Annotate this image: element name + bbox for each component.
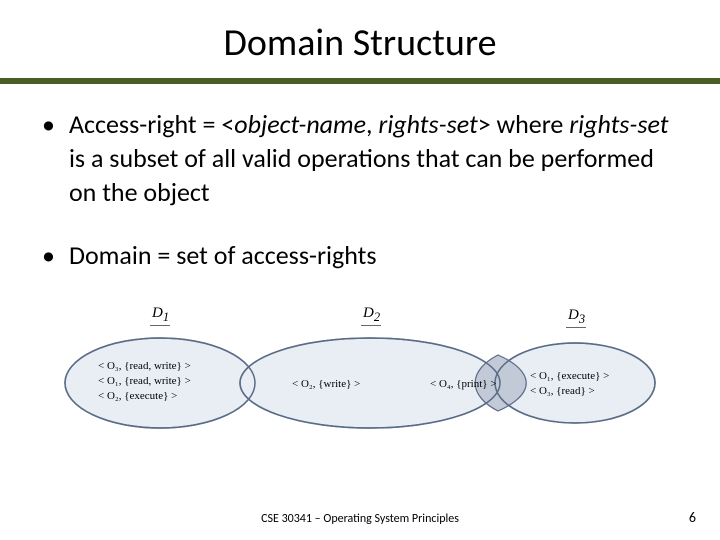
slide-title: Domain Structure [0, 0, 720, 78]
d1-tick [150, 325, 170, 326]
title-divider [0, 78, 720, 84]
d3-content: < O₁, {execute} > < O₃, {read} > [530, 369, 609, 399]
b1-after: > where [478, 108, 570, 140]
bullet-1: • Access-right = <object-name, rights-se… [40, 108, 680, 209]
b1-rights-set-2: rights-set [569, 108, 668, 140]
d2-content: < O₂, {write} > [292, 377, 360, 392]
content-area: • Access-right = <object-name, rights-se… [0, 108, 720, 443]
d3-label: D3 [568, 307, 585, 327]
d1-label: D1 [152, 305, 169, 325]
bullet-dot: • [42, 108, 55, 142]
bullet-dot: • [42, 239, 55, 273]
b1-tail: is a subset of all valid operations that… [69, 142, 654, 208]
b1-prefix: Access-right = < [69, 108, 234, 140]
b1-mid: , [366, 108, 378, 140]
footer-text: CSE 30341 – Operating System Principles [0, 512, 720, 526]
d1-content: < O₃, {read, write} > < O₁, {read, write… [98, 359, 191, 404]
overlap-content: < O₄, {print} > [430, 377, 497, 392]
d2-label: D2 [363, 305, 380, 325]
d3-tick [566, 327, 586, 328]
page-number: 6 [689, 509, 696, 526]
b1-object-name: object-name [234, 108, 366, 140]
bullet-2: • Domain = set of access-rights [40, 239, 680, 273]
b1-rights-set-1: rights-set [378, 108, 477, 140]
venn-diagram: D1 D2 D3 < O₃, {read, write} > < O₁, {re… [60, 303, 660, 443]
bullet-2-text: Domain = set of access-rights [69, 239, 680, 273]
d2-tick [361, 325, 381, 326]
bullet-1-text: Access-right = <object-name, rights-set>… [69, 108, 680, 209]
